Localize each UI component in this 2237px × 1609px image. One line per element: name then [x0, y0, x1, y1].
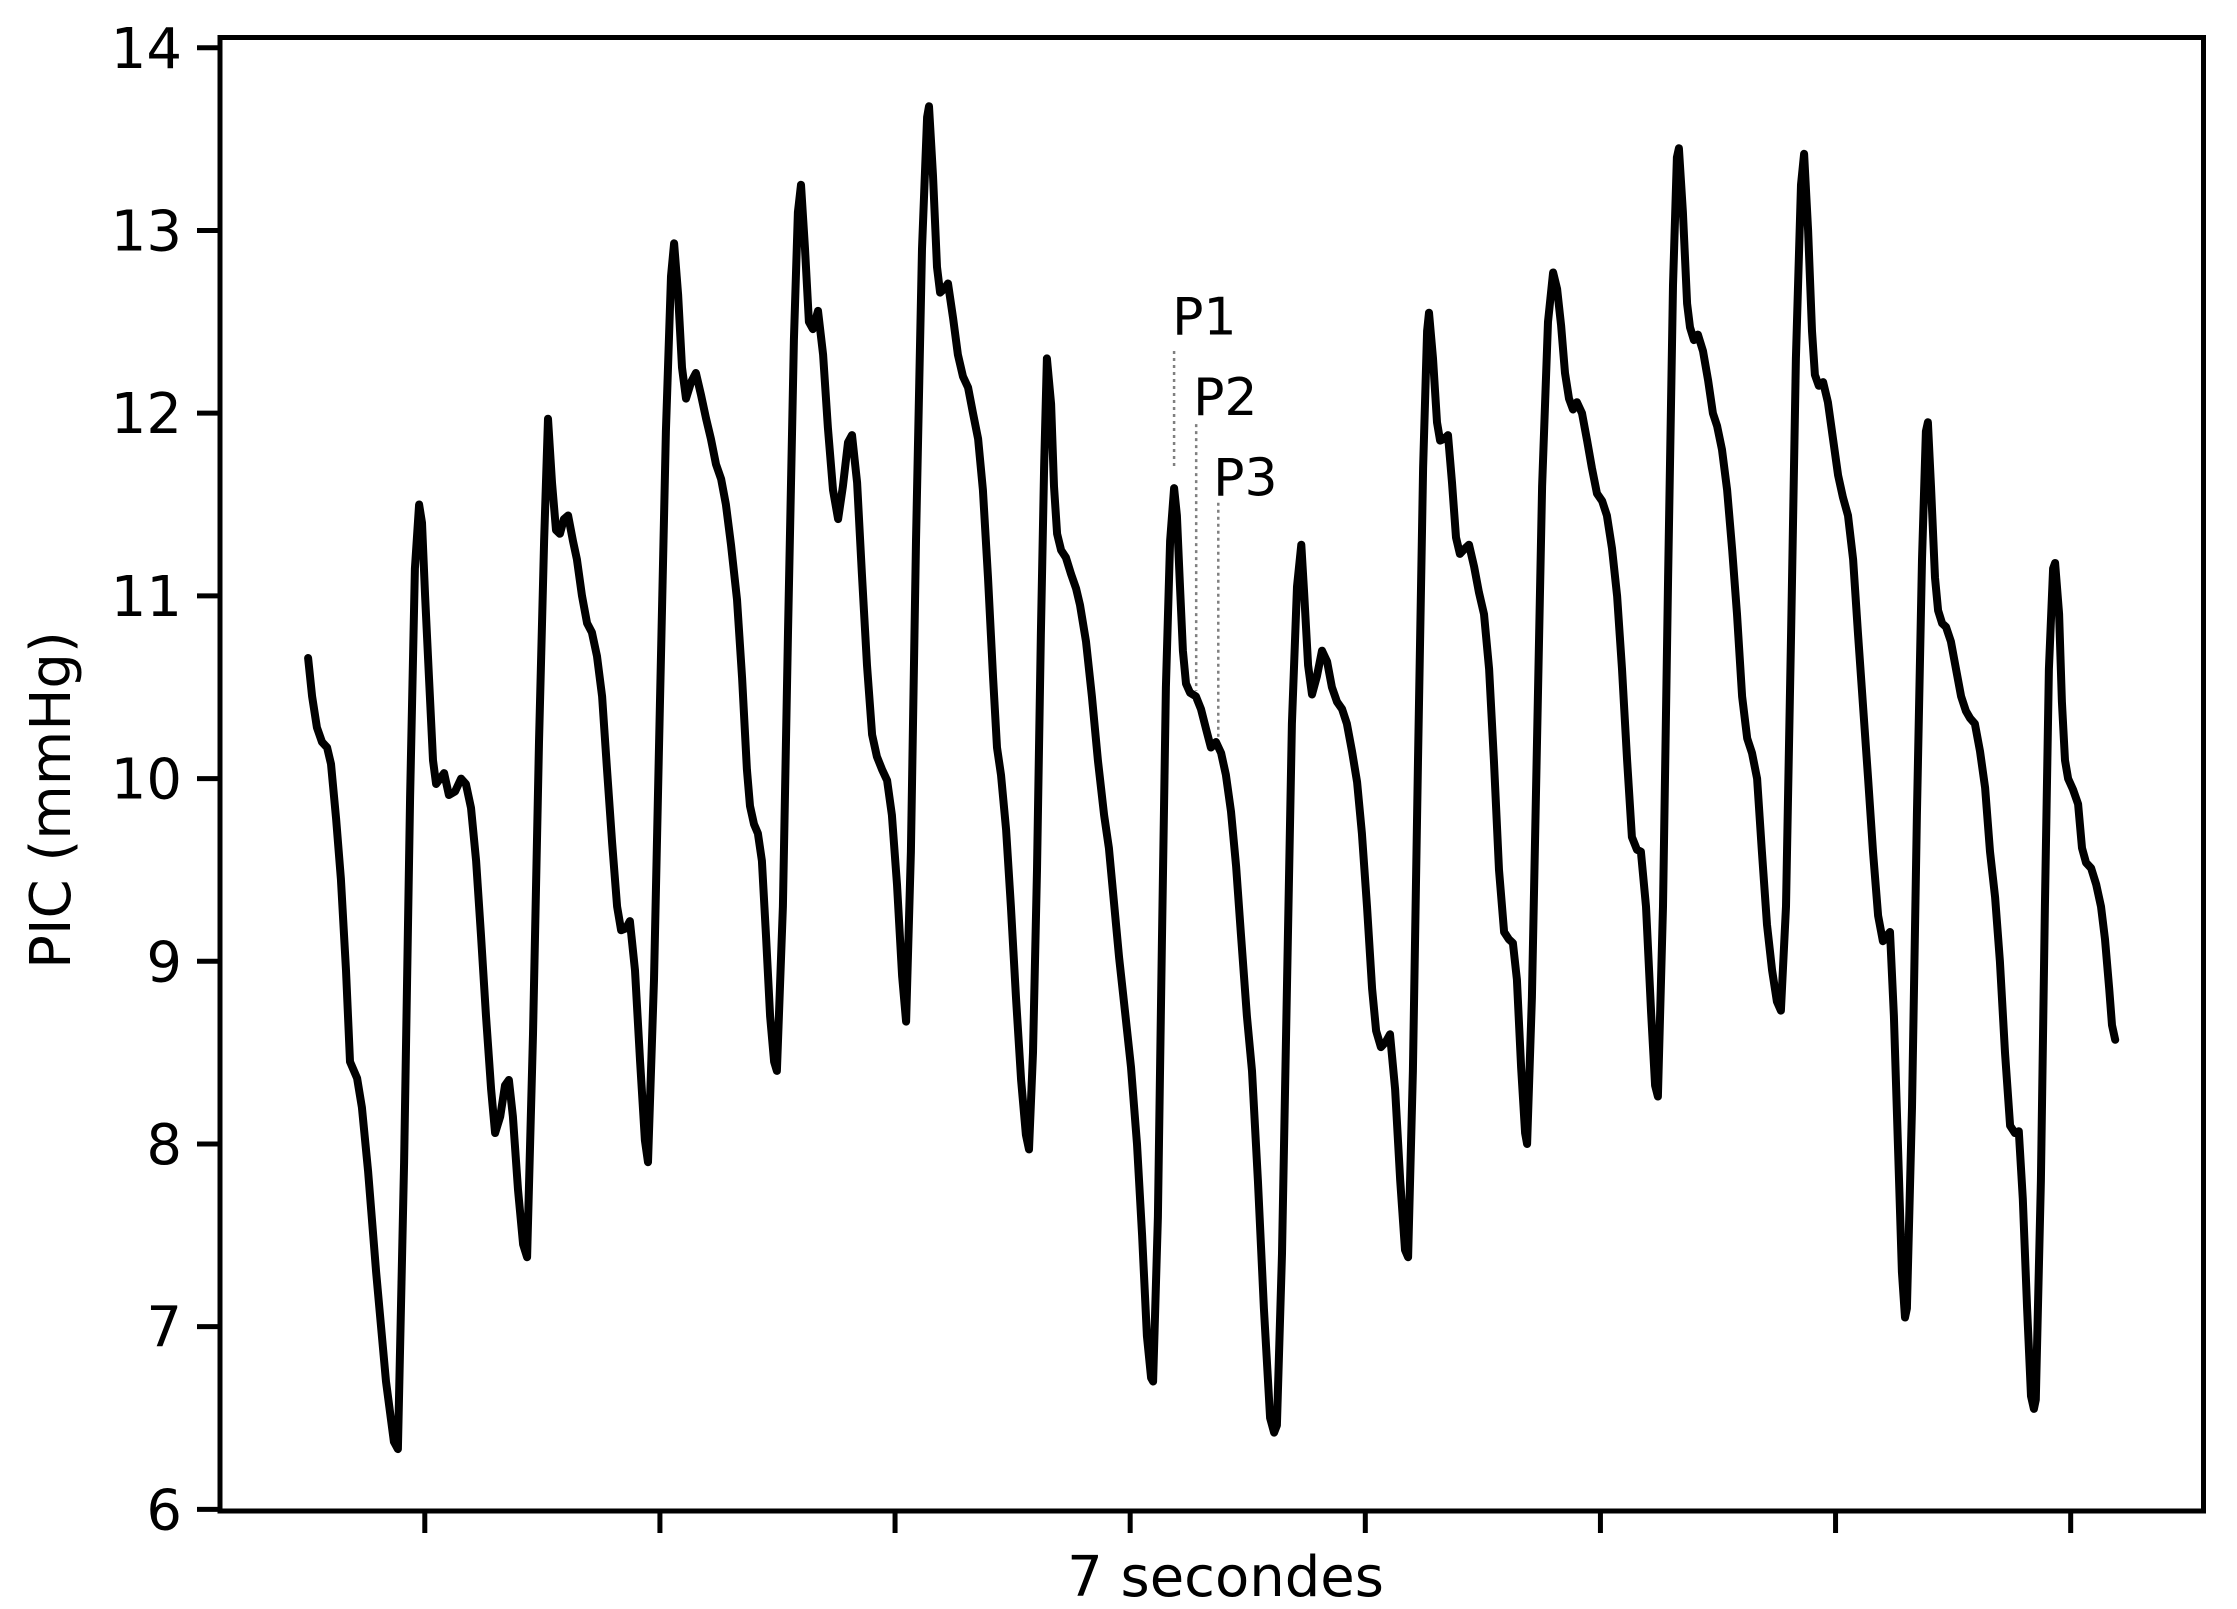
y-tick-label: 12 [111, 382, 182, 447]
y-tick-label: 6 [146, 1478, 182, 1543]
y-tick-label: 14 [111, 17, 182, 82]
y-axis-label: PIC (mmHg) [19, 631, 84, 969]
annotation-label-p2: P2 [1193, 368, 1257, 428]
annotation-label-p1: P1 [1172, 288, 1236, 348]
x-axis-label: 7 secondes [1067, 1545, 1384, 1609]
y-tick-label: 13 [111, 199, 182, 264]
y-tick-label: 7 [146, 1296, 182, 1361]
annotation-label-p3: P3 [1213, 448, 1277, 508]
y-tick-label: 9 [146, 930, 182, 995]
y-tick-label: 11 [111, 565, 182, 630]
icp-waveform-trace [304, 102, 2120, 1454]
y-tick-label: 8 [146, 1113, 182, 1178]
plot-border [217, 35, 2206, 1514]
y-tick-label: 10 [111, 748, 182, 813]
